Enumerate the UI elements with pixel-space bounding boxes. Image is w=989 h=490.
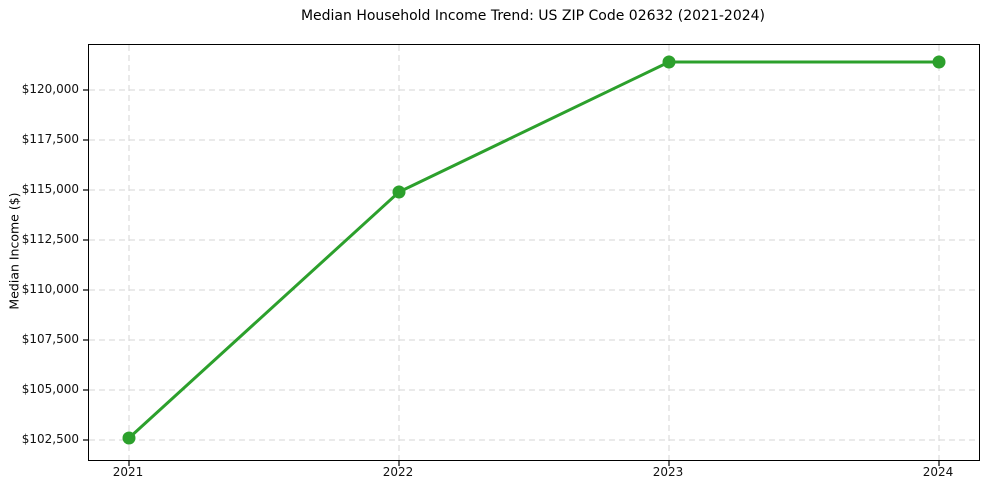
y-tick-label: $112,500 bbox=[21, 232, 79, 246]
y-tick-label: $107,500 bbox=[21, 332, 79, 346]
data-point-marker bbox=[122, 431, 136, 445]
y-tick-label: $102,500 bbox=[21, 432, 79, 446]
y-tick-label: $115,000 bbox=[21, 182, 79, 196]
data-point-marker bbox=[662, 55, 676, 69]
y-tick-label: $120,000 bbox=[21, 82, 79, 96]
data-point-marker bbox=[932, 55, 946, 69]
x-tick-label: 2024 bbox=[922, 465, 954, 479]
y-tick-label: $110,000 bbox=[21, 282, 79, 296]
x-tick-label: 2022 bbox=[382, 465, 414, 479]
trend-line bbox=[127, 60, 941, 440]
x-tick-label: 2021 bbox=[112, 465, 144, 479]
x-tick-label: 2023 bbox=[652, 465, 684, 479]
y-tick-label: $117,500 bbox=[21, 132, 79, 146]
y-tick-label: $105,000 bbox=[21, 382, 79, 396]
chart-title: Median Household Income Trend: US ZIP Co… bbox=[300, 8, 766, 24]
plot-canvas bbox=[83, 45, 979, 466]
plot-area bbox=[83, 44, 980, 466]
data-point-marker bbox=[392, 185, 406, 199]
y-tick-labels: $102,500 $105,000 $107,500 $110,000 $112,500… bbox=[0, 0, 79, 490]
